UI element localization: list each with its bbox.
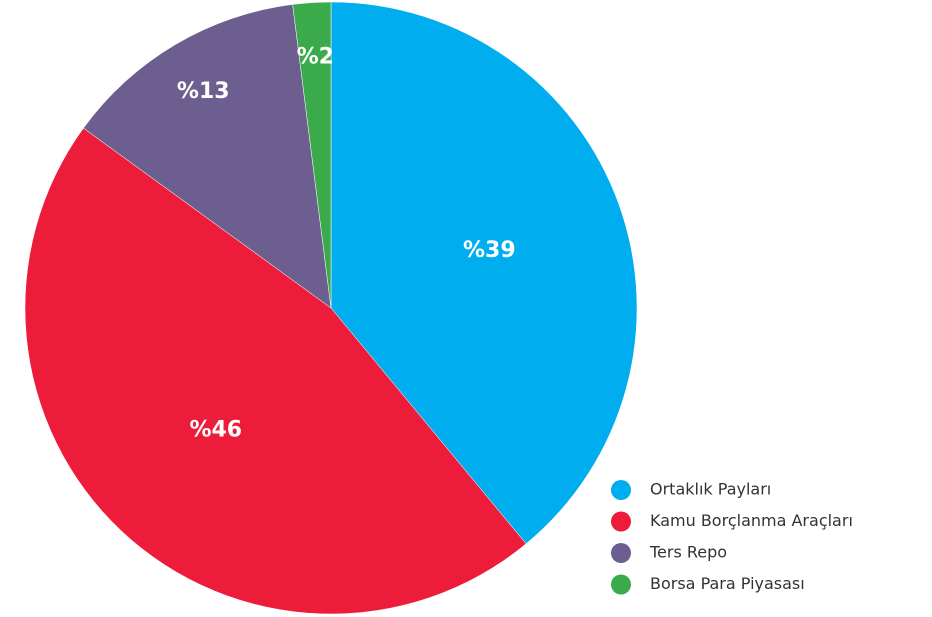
pie-slice	[330, 1, 638, 545]
value-label: %39	[463, 238, 516, 263]
legend-label: Borsa Para Piyasası	[650, 574, 805, 593]
legend-marker	[611, 480, 631, 500]
legend-label: Kamu Borçlanma Araçları	[650, 511, 853, 530]
pie-slice	[83, 4, 332, 309]
pie-slice	[24, 127, 527, 615]
value-label: %46	[189, 418, 242, 443]
legend-marker	[611, 511, 631, 532]
pie-slice	[292, 1, 332, 309]
legend-label: Ters Repo	[649, 543, 727, 562]
legend-marker	[611, 574, 631, 595]
legend-label: Ortaklık Payları	[650, 480, 771, 499]
value-label: %2	[297, 45, 334, 70]
value-label: %13	[177, 79, 230, 104]
legend-marker	[611, 543, 631, 563]
